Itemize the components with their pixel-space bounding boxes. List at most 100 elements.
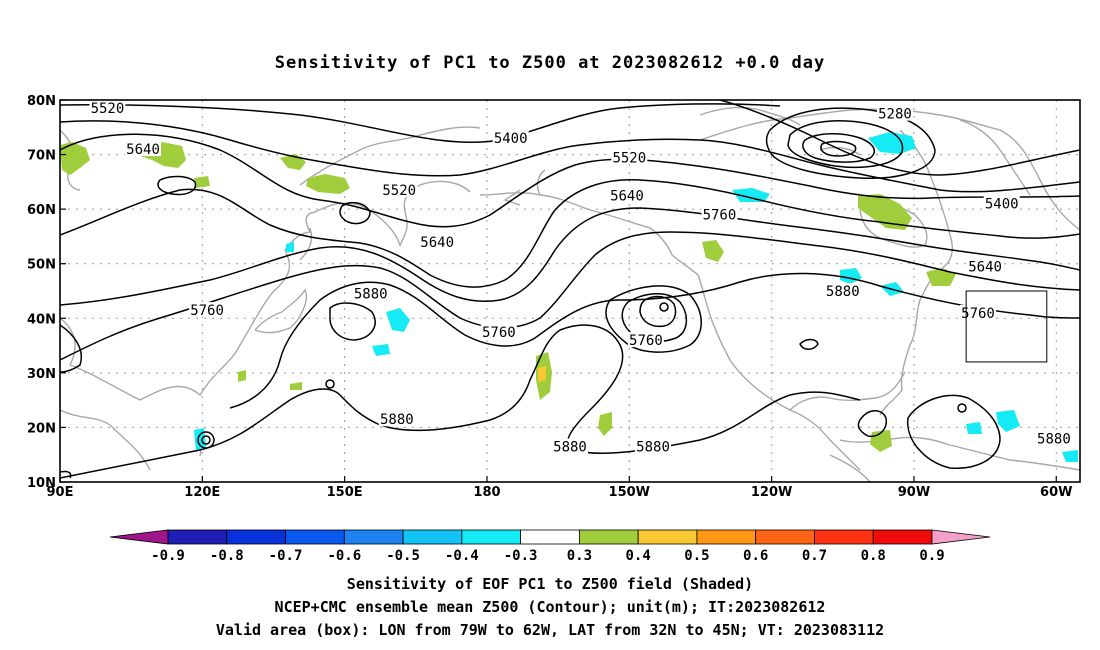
colorbar-segment bbox=[226, 529, 286, 545]
contour-label: 5280 bbox=[878, 107, 912, 123]
positive-shade-patch bbox=[60, 142, 90, 175]
contour-label-background bbox=[381, 182, 418, 198]
contour-label: 5880 bbox=[826, 284, 860, 300]
y-tick-label: 60N bbox=[27, 203, 56, 218]
map-area: 5520 5640 5400 5520 5520 5280 5640 5760 5400 5640… bbox=[59, 99, 1081, 483]
x-tick-label: 90W bbox=[898, 485, 930, 500]
colorbar: -0.9 -0.8 -0.7 -0.6 -0.5 -0.4 -0.3 0.3 0.4 0.5 0.6… bbox=[109, 529, 991, 564]
z500-contour-line bbox=[197, 431, 215, 449]
kamchatka-coastline bbox=[299, 126, 481, 247]
contour-labels: 5520 5640 5400 5520 5520 5280 5640 5760 5400 5640… bbox=[89, 100, 1072, 456]
colorbar-segment bbox=[814, 529, 874, 545]
contour-label-background bbox=[824, 283, 861, 298]
colorbar-label: -0.4 bbox=[445, 548, 479, 564]
z500-contour-line bbox=[60, 120, 1080, 193]
colorbar-segment bbox=[578, 529, 639, 545]
colorbar-segment bbox=[461, 529, 522, 545]
z500-contour-line bbox=[765, 107, 936, 179]
x-tick-label: 120W bbox=[751, 485, 792, 500]
z500-contour-line bbox=[719, 100, 1080, 176]
negative-shade-patch bbox=[194, 428, 206, 452]
positive-shade-patch bbox=[306, 174, 350, 194]
colorbar-label: -0.3 bbox=[504, 548, 538, 564]
z500-contour-line bbox=[802, 133, 876, 163]
y-tick-label: 70N bbox=[27, 149, 56, 164]
positive-shade-patch bbox=[194, 176, 210, 188]
colorbar-label: -0.9 bbox=[151, 548, 185, 564]
colorbar-segment bbox=[637, 529, 698, 545]
z500-contour-line bbox=[60, 103, 781, 144]
contour-label-background bbox=[480, 323, 517, 339]
contour-label-background bbox=[125, 141, 162, 157]
z500-contour-line bbox=[60, 207, 1080, 306]
z500-contour-line bbox=[157, 175, 197, 196]
negative-shade-patch bbox=[386, 308, 410, 332]
colorbar-label: 0.7 bbox=[802, 548, 827, 564]
caption-line-1: Sensitivity of EOF PC1 to Z500 field (Sh… bbox=[347, 575, 753, 593]
caption-line-2: NCEP+CMC ensemble mean Z500 (Contour); u… bbox=[275, 598, 826, 616]
z500-contour-line bbox=[621, 293, 688, 343]
positive-shade-patch bbox=[290, 382, 302, 390]
colorbar-segment bbox=[520, 529, 580, 545]
chart-title: Sensitivity of PC1 to Z500 at 2023082612… bbox=[275, 53, 826, 73]
contour-label: 5760 bbox=[961, 306, 995, 322]
contour-label: 5400 bbox=[985, 197, 1019, 213]
y-tick-label: 80N bbox=[27, 94, 56, 109]
alaska-coastline bbox=[479, 169, 861, 471]
z500-contour-line bbox=[60, 324, 861, 479]
z500-contour-line bbox=[799, 338, 819, 350]
colorbar-segment bbox=[285, 529, 345, 545]
map-background bbox=[60, 100, 1080, 482]
contour-label: 5400 bbox=[494, 131, 528, 147]
contour-label: 5640 bbox=[420, 235, 454, 251]
z500-contour-line bbox=[201, 435, 211, 445]
valid-area-box bbox=[965, 290, 1048, 363]
z500-contour-line bbox=[787, 120, 904, 169]
contour-label: 5760 bbox=[190, 303, 224, 319]
contour-label: 5520 bbox=[382, 183, 416, 199]
arctic-islands-coastline bbox=[699, 106, 1031, 196]
negative-shade-patch bbox=[732, 188, 770, 202]
colorbar-segment bbox=[343, 529, 404, 545]
z500-contour-line bbox=[60, 133, 1080, 228]
caption-line-3: Valid area (box): LON from 79W to 62W, L… bbox=[216, 621, 884, 639]
z500-contour-line bbox=[339, 201, 371, 225]
colorbar-segment bbox=[402, 529, 463, 545]
mid-positive-shade-patch bbox=[538, 366, 546, 382]
colorbar-segment bbox=[696, 529, 757, 545]
contour-label-background bbox=[635, 438, 672, 454]
z500-contour-line bbox=[605, 285, 702, 353]
z500-contour-line bbox=[60, 231, 1080, 361]
positive-shade-patch bbox=[238, 370, 246, 382]
contour-label-background bbox=[611, 149, 648, 165]
negative-shade-patch bbox=[372, 344, 390, 356]
y-tick-label: 10N bbox=[27, 476, 56, 491]
z500-contour-line bbox=[60, 324, 82, 373]
negative-shade-patch bbox=[966, 422, 982, 434]
y-tick-label: 50N bbox=[27, 258, 56, 273]
y-axis: 10N 20N 30N 40N 50N 60N 70N 80N bbox=[27, 94, 66, 491]
x-tick-label: 90E bbox=[47, 485, 74, 500]
negative-shade-patch bbox=[1062, 450, 1078, 462]
contour-label-background bbox=[1035, 430, 1072, 446]
negative-shade-patch bbox=[996, 410, 1020, 432]
y-tick-label: 30N bbox=[27, 367, 56, 382]
colorbar-label: 0.5 bbox=[684, 548, 709, 564]
contour-label: 5880 bbox=[354, 287, 388, 303]
contour-label-background bbox=[89, 100, 126, 116]
x-tick-label: 150E bbox=[327, 485, 363, 500]
x-tick-label: 180 bbox=[473, 485, 500, 500]
x-tick-label: 120E bbox=[184, 485, 220, 500]
z500-contour-line bbox=[957, 403, 967, 413]
contour-label-background bbox=[608, 187, 645, 203]
contour-label: 5520 bbox=[91, 101, 125, 117]
contour-label: 5760 bbox=[482, 325, 516, 341]
x-axis: 90E 120E 150E 180 150W 120W 90W 60W bbox=[47, 476, 1072, 500]
z500-contour-line bbox=[60, 179, 1080, 288]
z500-contour-line bbox=[907, 394, 1001, 469]
z500-contours bbox=[60, 100, 1080, 479]
contour-label-background bbox=[967, 258, 1004, 274]
x-tick-label: 60W bbox=[1040, 485, 1072, 500]
z500-contour-line bbox=[857, 410, 887, 438]
contour-label-background bbox=[960, 304, 996, 320]
